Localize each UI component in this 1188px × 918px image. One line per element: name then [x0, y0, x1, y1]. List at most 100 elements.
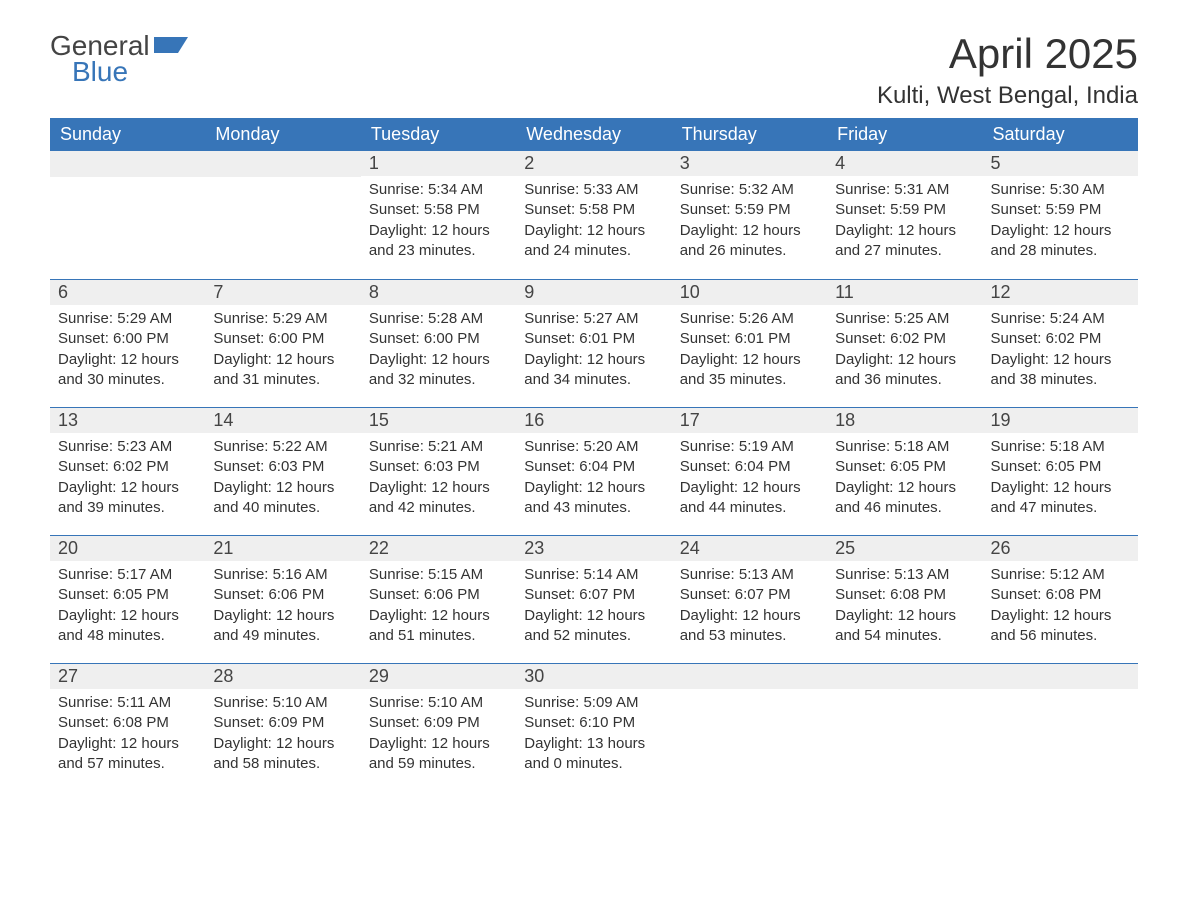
day-details: Sunrise: 5:16 AMSunset: 6:06 PMDaylight:…	[205, 561, 360, 652]
daylight-text-1: Daylight: 12 hours	[991, 350, 1130, 370]
calendar-day-cell: 28Sunrise: 5:10 AMSunset: 6:09 PMDayligh…	[205, 663, 360, 791]
day-number: 3	[672, 151, 827, 176]
daylight-text-2: and 57 minutes.	[58, 754, 197, 774]
sunset-text: Sunset: 6:07 PM	[524, 585, 663, 605]
day-number: 28	[205, 663, 360, 689]
sunrise-text: Sunrise: 5:21 AM	[369, 437, 508, 457]
sunrise-text: Sunrise: 5:29 AM	[58, 309, 197, 329]
day-number: 8	[361, 279, 516, 305]
day-details	[205, 177, 360, 187]
daylight-text-1: Daylight: 12 hours	[369, 734, 508, 754]
daylight-text-1: Daylight: 12 hours	[58, 734, 197, 754]
sunrise-text: Sunrise: 5:29 AM	[213, 309, 352, 329]
daylight-text-1: Daylight: 12 hours	[680, 221, 819, 241]
sunset-text: Sunset: 6:08 PM	[835, 585, 974, 605]
sunrise-text: Sunrise: 5:30 AM	[991, 180, 1130, 200]
sunrise-text: Sunrise: 5:32 AM	[680, 180, 819, 200]
sunrise-text: Sunrise: 5:19 AM	[680, 437, 819, 457]
calendar-day-cell: 7Sunrise: 5:29 AMSunset: 6:00 PMDaylight…	[205, 279, 360, 407]
sunrise-text: Sunrise: 5:18 AM	[835, 437, 974, 457]
sunrise-text: Sunrise: 5:09 AM	[524, 693, 663, 713]
daylight-text-1: Daylight: 12 hours	[991, 221, 1130, 241]
daylight-text-2: and 24 minutes.	[524, 241, 663, 261]
day-details	[50, 177, 205, 187]
daylight-text-1: Daylight: 12 hours	[213, 606, 352, 626]
day-number: 12	[983, 279, 1138, 305]
day-header: Saturday	[983, 118, 1138, 151]
day-number: 22	[361, 535, 516, 561]
calendar-day-cell: 25Sunrise: 5:13 AMSunset: 6:08 PMDayligh…	[827, 535, 982, 663]
calendar-day-cell: 24Sunrise: 5:13 AMSunset: 6:07 PMDayligh…	[672, 535, 827, 663]
daylight-text-1: Daylight: 12 hours	[680, 478, 819, 498]
day-number: 20	[50, 535, 205, 561]
daylight-text-1: Daylight: 12 hours	[680, 350, 819, 370]
calendar-day-cell: 18Sunrise: 5:18 AMSunset: 6:05 PMDayligh…	[827, 407, 982, 535]
calendar-week-row: 13Sunrise: 5:23 AMSunset: 6:02 PMDayligh…	[50, 407, 1138, 535]
day-number	[983, 663, 1138, 689]
day-details: Sunrise: 5:19 AMSunset: 6:04 PMDaylight:…	[672, 433, 827, 524]
daylight-text-2: and 26 minutes.	[680, 241, 819, 261]
daylight-text-1: Daylight: 12 hours	[369, 350, 508, 370]
day-number: 1	[361, 151, 516, 176]
sunrise-text: Sunrise: 5:33 AM	[524, 180, 663, 200]
day-details	[983, 689, 1138, 699]
day-number: 6	[50, 279, 205, 305]
sunset-text: Sunset: 5:58 PM	[524, 200, 663, 220]
daylight-text-2: and 36 minutes.	[835, 370, 974, 390]
sunrise-text: Sunrise: 5:13 AM	[835, 565, 974, 585]
day-details: Sunrise: 5:13 AMSunset: 6:07 PMDaylight:…	[672, 561, 827, 652]
sunrise-text: Sunrise: 5:24 AM	[991, 309, 1130, 329]
calendar-day-cell: 6Sunrise: 5:29 AMSunset: 6:00 PMDaylight…	[50, 279, 205, 407]
day-details: Sunrise: 5:32 AMSunset: 5:59 PMDaylight:…	[672, 176, 827, 267]
daylight-text-2: and 47 minutes.	[991, 498, 1130, 518]
calendar-day-cell: 2Sunrise: 5:33 AMSunset: 5:58 PMDaylight…	[516, 151, 671, 279]
sunset-text: Sunset: 6:07 PM	[680, 585, 819, 605]
sunrise-text: Sunrise: 5:10 AM	[369, 693, 508, 713]
sunset-text: Sunset: 6:08 PM	[58, 713, 197, 733]
calendar-week-row: 27Sunrise: 5:11 AMSunset: 6:08 PMDayligh…	[50, 663, 1138, 791]
day-number: 24	[672, 535, 827, 561]
day-number: 25	[827, 535, 982, 561]
day-number: 5	[983, 151, 1138, 176]
sunset-text: Sunset: 6:00 PM	[58, 329, 197, 349]
sunset-text: Sunset: 5:59 PM	[991, 200, 1130, 220]
day-number: 19	[983, 407, 1138, 433]
daylight-text-2: and 42 minutes.	[369, 498, 508, 518]
sunset-text: Sunset: 6:02 PM	[58, 457, 197, 477]
sunrise-text: Sunrise: 5:31 AM	[835, 180, 974, 200]
daylight-text-1: Daylight: 12 hours	[524, 478, 663, 498]
day-number: 16	[516, 407, 671, 433]
calendar-day-cell	[983, 663, 1138, 791]
calendar-day-cell: 22Sunrise: 5:15 AMSunset: 6:06 PMDayligh…	[361, 535, 516, 663]
sunset-text: Sunset: 6:09 PM	[369, 713, 508, 733]
day-details: Sunrise: 5:22 AMSunset: 6:03 PMDaylight:…	[205, 433, 360, 524]
day-number: 10	[672, 279, 827, 305]
daylight-text-1: Daylight: 12 hours	[213, 350, 352, 370]
sunset-text: Sunset: 5:59 PM	[680, 200, 819, 220]
day-details: Sunrise: 5:12 AMSunset: 6:08 PMDaylight:…	[983, 561, 1138, 652]
day-number	[205, 151, 360, 177]
calendar-day-cell: 15Sunrise: 5:21 AMSunset: 6:03 PMDayligh…	[361, 407, 516, 535]
day-details: Sunrise: 5:29 AMSunset: 6:00 PMDaylight:…	[205, 305, 360, 396]
day-number: 29	[361, 663, 516, 689]
calendar-day-cell	[827, 663, 982, 791]
calendar-day-cell: 5 Sunrise: 5:30 AMSunset: 5:59 PMDaylight…	[983, 151, 1138, 279]
sunset-text: Sunset: 6:08 PM	[991, 585, 1130, 605]
day-details: Sunrise: 5:18 AMSunset: 6:05 PMDaylight:…	[827, 433, 982, 524]
day-details: Sunrise: 5:23 AMSunset: 6:02 PMDaylight:…	[50, 433, 205, 524]
daylight-text-2: and 48 minutes.	[58, 626, 197, 646]
calendar-week-row: 20Sunrise: 5:17 AMSunset: 6:05 PMDayligh…	[50, 535, 1138, 663]
day-details: Sunrise: 5:34 AMSunset: 5:58 PMDaylight:…	[361, 176, 516, 267]
daylight-text-2: and 32 minutes.	[369, 370, 508, 390]
daylight-text-1: Daylight: 12 hours	[58, 606, 197, 626]
calendar-day-cell: 30Sunrise: 5:09 AMSunset: 6:10 PMDayligh…	[516, 663, 671, 791]
sunset-text: Sunset: 6:10 PM	[524, 713, 663, 733]
daylight-text-1: Daylight: 12 hours	[213, 478, 352, 498]
day-details: Sunrise: 5:14 AMSunset: 6:07 PMDaylight:…	[516, 561, 671, 652]
daylight-text-2: and 30 minutes.	[58, 370, 197, 390]
daylight-text-2: and 46 minutes.	[835, 498, 974, 518]
daylight-text-1: Daylight: 12 hours	[835, 221, 974, 241]
calendar-day-cell: 9Sunrise: 5:27 AMSunset: 6:01 PMDaylight…	[516, 279, 671, 407]
calendar-day-cell: 10Sunrise: 5:26 AMSunset: 6:01 PMDayligh…	[672, 279, 827, 407]
sunset-text: Sunset: 6:01 PM	[680, 329, 819, 349]
